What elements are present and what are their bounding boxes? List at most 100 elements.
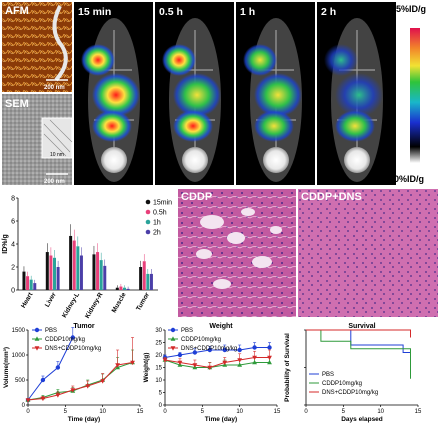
pet-time-label: 0.5 h <box>159 6 183 18</box>
x-tick-label: 5 <box>64 409 68 415</box>
pet-time-label: 15 min <box>78 6 111 18</box>
bar <box>92 254 96 290</box>
data-point <box>100 379 106 384</box>
series-line <box>306 329 411 338</box>
bar <box>79 255 83 290</box>
y-axis-label: Probability of Survival <box>284 333 291 402</box>
x-tick-label: 5 <box>342 409 346 415</box>
y-tick-label: 8 <box>11 196 15 203</box>
bar <box>76 246 80 290</box>
histology-cddp-label: CDDP <box>181 191 212 203</box>
category-label: Tumor <box>135 291 151 312</box>
bar <box>33 283 37 290</box>
y-tick-label: 1000 <box>12 353 26 359</box>
data-point <box>55 393 61 398</box>
series-dns-cddp10mg-kg <box>306 329 411 338</box>
pet-hotspot-chest <box>254 73 302 117</box>
series-line <box>164 359 270 368</box>
bar <box>53 257 56 290</box>
bar <box>96 252 100 290</box>
data-point <box>115 363 120 368</box>
bar <box>49 255 53 290</box>
sem-scale-label: 200 nm <box>44 179 65 185</box>
x-tick-label: 0 <box>163 409 167 415</box>
legend-entry: CDDP10mg/kg <box>322 381 362 387</box>
colorbar: 5%ID/g 0%ID/g <box>394 4 426 184</box>
pet-time-label: 1 h <box>240 6 255 18</box>
legend-entry: DNS+CDDP10mg/kg <box>45 346 101 352</box>
pet-hotspot-chest <box>173 73 221 117</box>
chart-title: Weight <box>209 323 233 330</box>
legend-marker <box>170 336 176 341</box>
data-point <box>70 388 76 393</box>
sem-inset-scale: 10 nm <box>50 152 64 158</box>
bar <box>119 286 123 290</box>
data-point <box>177 360 183 366</box>
legend-marker <box>34 336 40 341</box>
legend-marker <box>145 199 151 205</box>
histology-cddp-image <box>178 189 296 317</box>
pet-bladder <box>344 147 370 173</box>
legend-entry: DNS+CDDP10mg/kg <box>322 390 378 396</box>
series-dns-cddp10mg-kg <box>162 349 272 371</box>
x-tick-label: 0 <box>304 409 308 415</box>
y-tick-label: 2 <box>11 265 15 272</box>
bar <box>142 261 146 290</box>
colorbar-min-label: 0%ID/g <box>394 174 424 184</box>
x-tick-label: 10 <box>236 409 243 415</box>
bar <box>139 267 143 290</box>
legend-entry: PBS <box>181 328 193 334</box>
data-point <box>237 358 243 363</box>
data-point <box>267 355 272 361</box>
data-point <box>40 396 46 402</box>
y-tick-label: 6 <box>11 219 15 226</box>
bar <box>69 235 73 290</box>
y-axis-label: Volume(mm³) <box>3 347 10 388</box>
bar <box>126 288 130 290</box>
data-point <box>162 358 168 363</box>
y-axis-label: ID%/g <box>2 234 9 253</box>
biodistribution-chart: 0 2 4 6 8 ID%/g Heart Liver Kidney-L Kidney-R Musc… <box>2 196 172 320</box>
y-tick-label: 30 <box>155 328 162 334</box>
data-point <box>192 350 198 355</box>
category-label: Muscle <box>111 291 128 314</box>
data-point <box>237 362 243 367</box>
x-tick-label: 15 <box>415 409 422 415</box>
category-label: Heart <box>20 291 35 310</box>
pet-panel: 15 min <box>74 2 153 185</box>
bar <box>22 271 26 290</box>
legend-entry: CDDP10mg/kg <box>45 337 85 343</box>
sem-panel: SEM 10 nm 200 nm <box>2 94 73 185</box>
histology-tubules <box>196 208 282 289</box>
histology-cddp-dns-label: CDDP+DNS <box>301 191 362 203</box>
x-tick-label: 15 <box>274 409 281 415</box>
histology-cddp-dns-image <box>298 189 438 317</box>
legend-marker <box>34 327 40 333</box>
pet-hotspot-chest <box>92 73 140 117</box>
chart-title: Tumor <box>73 323 95 330</box>
data-point <box>207 347 212 353</box>
pet-panel: 0.5 h <box>155 2 234 185</box>
category-label: Liver <box>44 291 58 308</box>
y-tick-label: 10 <box>155 378 162 384</box>
legend-entry: 15min <box>153 200 172 207</box>
legend-entry: CDDP10mg/kg <box>181 337 221 343</box>
data-point <box>237 347 242 353</box>
pet-hotspot-head <box>162 44 196 76</box>
bar <box>115 287 119 290</box>
legend-marker <box>145 229 151 235</box>
tumor-chart: 0 5 10 15 0 500 1000 1500 Tumor Time (day) Volume(… <box>3 323 144 423</box>
y-tick-label: 0 <box>22 403 26 409</box>
bar <box>45 252 49 290</box>
afm-scale-label: 200 nm <box>44 85 65 91</box>
bar <box>26 276 30 290</box>
afm-label: AFM <box>5 5 29 17</box>
pet-bladder <box>101 147 127 173</box>
data-point <box>25 398 31 403</box>
legend-entry: PBS <box>322 372 334 378</box>
legend-marker <box>145 219 151 225</box>
bar <box>29 279 33 290</box>
weight-chart: 0 5 10 15 0 5 10 15 20 25 30 Weight Time (day) Weight… <box>143 323 281 423</box>
data-point <box>252 345 257 350</box>
